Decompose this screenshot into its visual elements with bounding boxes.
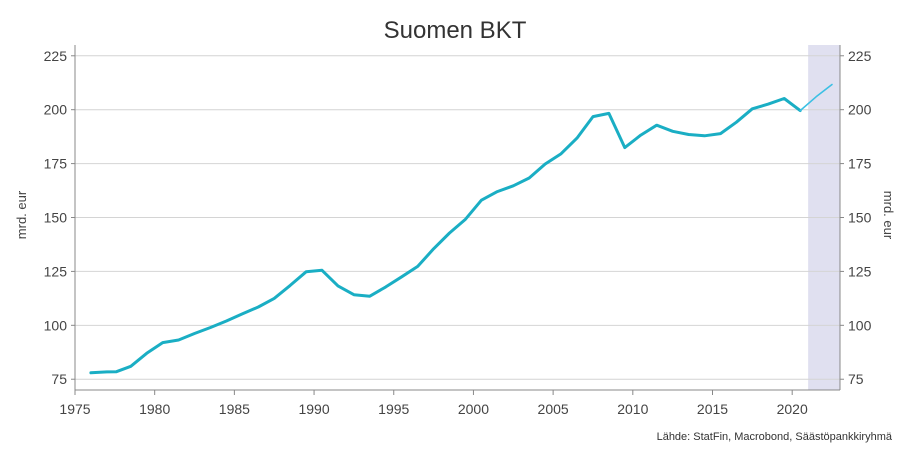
axes-group [71, 45, 844, 395]
y-tick-left-150: 150 [44, 210, 68, 226]
y-tick-right-125: 125 [848, 263, 872, 279]
x-tick-label-2010: 2010 [617, 401, 648, 417]
y-tick-right-200: 200 [848, 102, 872, 118]
y-tick-left-100: 100 [44, 317, 68, 333]
y-tick-left-200: 200 [44, 102, 68, 118]
chart-title: Suomen BKT [384, 17, 527, 44]
y-tick-left-175: 175 [44, 156, 68, 172]
x-tick-label-1990: 1990 [298, 401, 329, 417]
source-note: Lähde: StatFin, Macrobond, Säästöpankkir… [657, 431, 893, 443]
grid-group [75, 55, 840, 380]
series-line-actual [89, 97, 802, 375]
y-tick-right-225: 225 [848, 48, 872, 64]
y-tick-left-125: 125 [44, 263, 68, 279]
x-tick-label-1995: 1995 [378, 401, 409, 417]
y-tick-right-75: 75 [848, 371, 864, 387]
x-tick-label-2020: 2020 [777, 401, 808, 417]
x-tick-label-2000: 2000 [458, 401, 489, 417]
series-line-forecast [799, 83, 833, 112]
y-tick-right-150: 150 [848, 210, 872, 226]
x-tick-label-2015: 2015 [697, 401, 728, 417]
x-tick-label-2005: 2005 [538, 401, 569, 417]
y-tick-left-75: 75 [51, 371, 67, 387]
series-group [89, 83, 833, 375]
tick-labels-group: 75 75 100 100 125 125 150 150 175 175 200 200 225 225… [44, 48, 872, 417]
y-tick-left-225: 225 [44, 48, 68, 64]
y-axis-label-left: mrd. eur [14, 190, 29, 239]
y-tick-right-175: 175 [848, 156, 872, 172]
x-tick-label-1980: 1980 [139, 401, 170, 417]
x-tick-label-1975: 1975 [59, 401, 90, 417]
y-tick-right-100: 100 [848, 317, 872, 333]
x-tick-label-1985: 1985 [219, 401, 250, 417]
y-axis-label-right: mrd. eur [881, 191, 896, 240]
